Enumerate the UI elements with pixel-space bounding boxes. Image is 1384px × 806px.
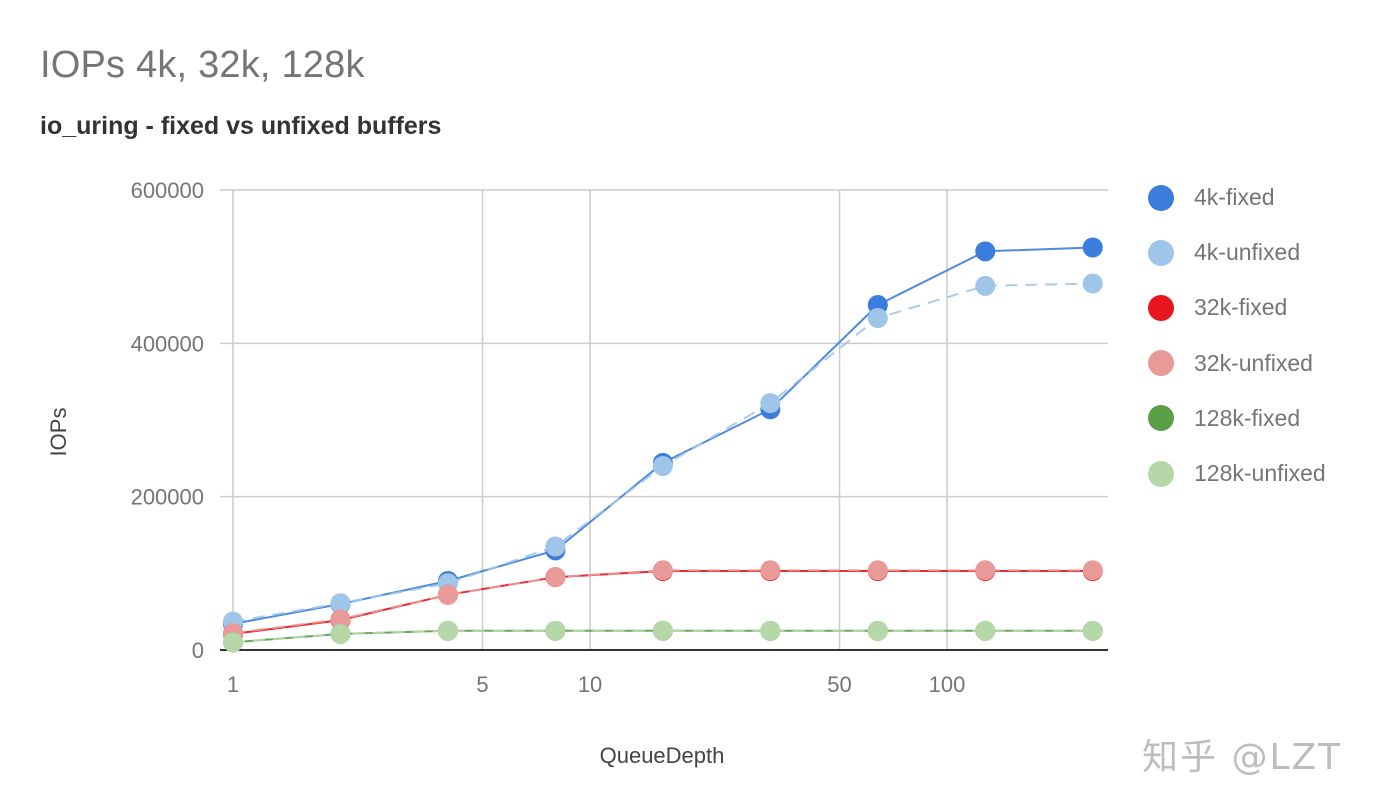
- x-tick-label: 100: [929, 672, 966, 697]
- data-point[interactable]: [760, 393, 781, 414]
- legend-item-32k-unfixed[interactable]: 32k-unfixed: [1148, 336, 1326, 391]
- data-point[interactable]: [867, 560, 888, 581]
- watermark: 知乎 @LZT: [1142, 737, 1343, 778]
- data-point[interactable]: [1082, 273, 1103, 294]
- data-point[interactable]: [545, 536, 566, 557]
- y-axis-title: IOPs: [46, 408, 71, 457]
- legend-label: 32k-fixed: [1194, 294, 1288, 321]
- y-tick-label: 0: [192, 638, 204, 663]
- series-line: [232, 569, 1093, 635]
- data-point[interactable]: [437, 620, 458, 641]
- data-point[interactable]: [1082, 237, 1103, 258]
- legend-dot-icon: [1148, 294, 1174, 321]
- data-point[interactable]: [867, 308, 888, 329]
- legend-dot-icon: [1148, 460, 1174, 487]
- x-tick-label: 10: [578, 672, 602, 697]
- data-point[interactable]: [1082, 560, 1103, 581]
- x-tick-label: 50: [827, 672, 851, 697]
- y-tick-label: 400000: [131, 331, 204, 356]
- legend-label: 4k-fixed: [1194, 184, 1275, 211]
- data-point[interactable]: [437, 584, 458, 605]
- series-lines: [223, 237, 1103, 653]
- legend-label: 32k-unfixed: [1194, 349, 1313, 376]
- data-point[interactable]: [975, 241, 996, 262]
- legend-dot-icon: [1148, 184, 1174, 211]
- data-point[interactable]: [975, 275, 996, 296]
- legend-label: 128k-unfixed: [1194, 460, 1326, 487]
- legend-item-4k-unfixed[interactable]: 4k-unfixed: [1148, 225, 1326, 280]
- x-tick-label: 1: [227, 672, 239, 697]
- data-point[interactable]: [760, 560, 781, 581]
- data-point[interactable]: [545, 620, 566, 641]
- x-axis-title: QueueDepth: [600, 743, 725, 768]
- legend-item-32k-fixed[interactable]: 32k-fixed: [1148, 280, 1326, 335]
- series-128k-unfixed: [223, 620, 1103, 653]
- data-point[interactable]: [330, 623, 351, 644]
- x-axis-ticks: 1 5 10 50 100: [227, 672, 965, 697]
- y-tick-label: 200000: [131, 485, 204, 510]
- data-point[interactable]: [652, 456, 673, 476]
- data-point[interactable]: [330, 593, 351, 614]
- chart-title: IOPs 4k, 32k, 128k: [40, 44, 365, 86]
- legend-item-128k-unfixed[interactable]: 128k-unfixed: [1148, 446, 1326, 501]
- data-point[interactable]: [975, 560, 996, 581]
- legend-dot-icon: [1148, 239, 1174, 266]
- data-point[interactable]: [975, 620, 996, 641]
- legend-dot-icon: [1148, 350, 1174, 377]
- data-point[interactable]: [867, 620, 888, 641]
- y-tick-label: 600000: [131, 178, 204, 203]
- legend-label: 4k-unfixed: [1194, 239, 1301, 266]
- grid-lines: [220, 189, 1108, 650]
- chart-subtitle: io_uring - fixed vs unfixed buffers: [40, 112, 442, 140]
- legend-item-128k-fixed[interactable]: 128k-fixed: [1148, 391, 1326, 446]
- data-point[interactable]: [223, 632, 243, 653]
- data-point[interactable]: [330, 609, 351, 630]
- x-tick-label: 5: [476, 672, 488, 697]
- data-point[interactable]: [760, 620, 781, 641]
- legend: 4k-fixed 4k-unfixed 32k-fixed 32k-unfixed 12…: [1148, 170, 1326, 501]
- data-point[interactable]: [652, 620, 673, 641]
- data-point[interactable]: [1082, 620, 1103, 641]
- series-32k-unfixed: [223, 560, 1103, 644]
- legend-label: 128k-fixed: [1194, 404, 1301, 431]
- data-point[interactable]: [652, 560, 673, 581]
- legend-dot-icon: [1148, 405, 1174, 432]
- y-axis-ticks: 0 200000 400000 600000: [131, 178, 204, 663]
- data-point[interactable]: [545, 567, 566, 588]
- legend-item-4k-fixed[interactable]: 4k-fixed: [1148, 170, 1326, 225]
